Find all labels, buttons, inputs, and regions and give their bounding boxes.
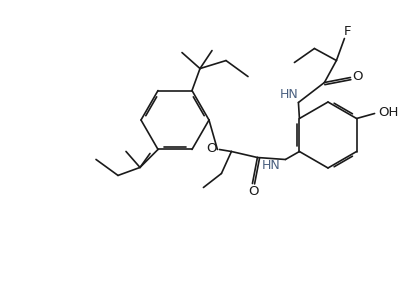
- Text: O: O: [352, 70, 363, 83]
- Text: O: O: [206, 142, 217, 155]
- Text: HN: HN: [280, 88, 299, 101]
- Text: HN: HN: [262, 159, 281, 172]
- Text: F: F: [344, 25, 351, 38]
- Text: O: O: [248, 185, 259, 198]
- Text: OH: OH: [378, 106, 399, 119]
